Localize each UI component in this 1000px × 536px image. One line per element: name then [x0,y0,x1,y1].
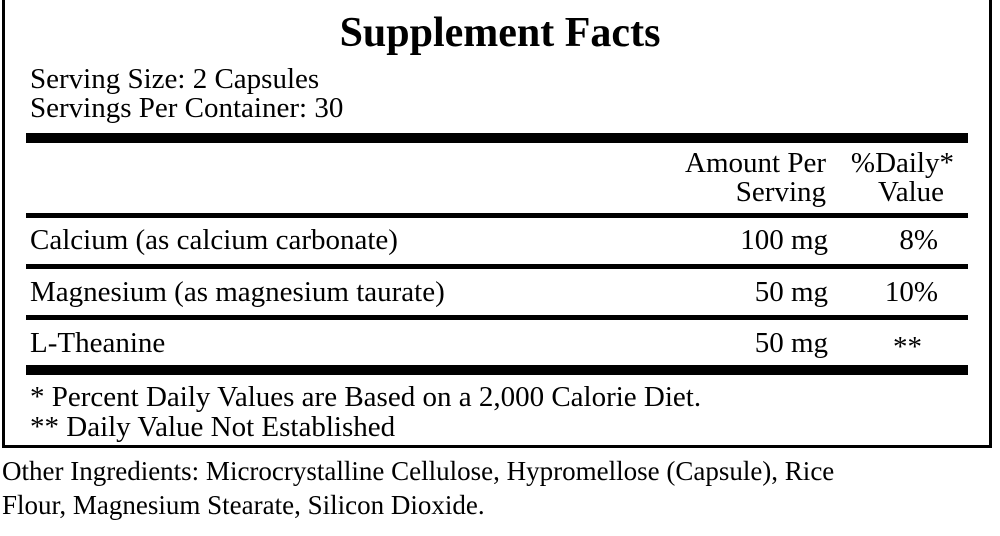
row-amount: 50 mg [754,327,828,359]
row-name: Calcium (as calcium carbonate) [30,224,398,256]
other-ingredients-line1: Other Ingredients: Microcrystalline Cell… [2,456,835,486]
row-amount: 50 mg [754,276,828,308]
thick-divider [26,365,968,375]
amount-header-line1: Amount Per [685,147,826,179]
row-amount: 100 mg [740,224,828,256]
panel-title: Supplement Facts [339,10,661,56]
footnote-not-established: ** Daily Value Not Established [30,411,396,443]
footnote-dv: * Percent Daily Values are Based on a 2,… [30,381,702,413]
row-divider [26,264,968,269]
row-dv: 8% [899,224,938,256]
other-ingredients-line2: Flour, Magnesium Stearate, Silicon Dioxi… [2,490,485,520]
row-name: Magnesium (as magnesium taurate) [30,276,445,308]
serving-size: Serving Size: 2 Capsules [30,63,320,95]
servings-per-container: Servings Per Container: 30 [30,92,344,124]
supplement-facts-panel: Supplement Facts [2,0,992,448]
dv-header-line1: %Daily* [850,147,954,179]
header-divider [26,213,968,218]
row-name: L-Theanine [30,327,166,359]
amount-header-line2: Serving [735,176,826,208]
row-dv: 10% [884,276,938,308]
row-dv: ** [893,331,922,363]
dv-header-line2: Value [877,176,944,208]
thick-divider [26,133,968,143]
row-divider [26,315,968,320]
